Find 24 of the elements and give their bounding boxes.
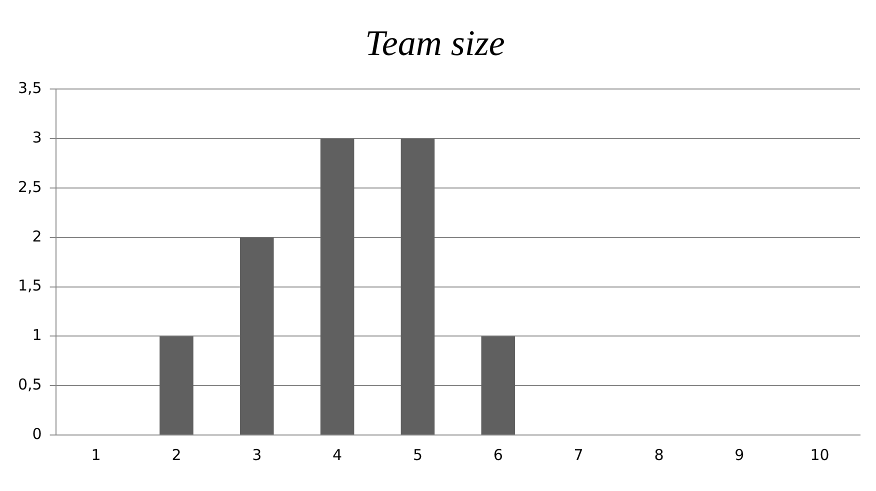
chart-title: Team size [365,23,505,64]
x-tick-label: 9 [734,446,744,464]
y-tick-label: 1 [32,326,42,344]
y-tick-label: 2 [32,227,42,246]
bar [320,138,354,434]
x-tick-label: 3 [252,446,262,464]
y-tick-label: 0,5 [18,375,42,394]
y-tick-label: 0 [32,424,42,443]
y-tick-label: 1,5 [18,276,42,295]
bar [240,237,274,434]
x-tick-label: 1 [91,446,101,464]
bar [400,138,435,434]
x-tick-label: 10 [810,446,830,464]
x-tick-label: 4 [332,446,342,464]
x-tick-label: 2 [172,446,182,464]
y-tick-label: 3 [32,128,42,146]
bar [481,336,516,434]
x-tick-label: 6 [493,446,503,464]
bar [160,336,194,434]
y-tick-label: 2,5 [18,178,42,196]
x-tick-label: 7 [574,446,584,464]
x-tick-label: 5 [412,446,422,464]
x-tick-label: 8 [654,446,664,464]
y-tick-label: 3,5 [18,79,42,98]
